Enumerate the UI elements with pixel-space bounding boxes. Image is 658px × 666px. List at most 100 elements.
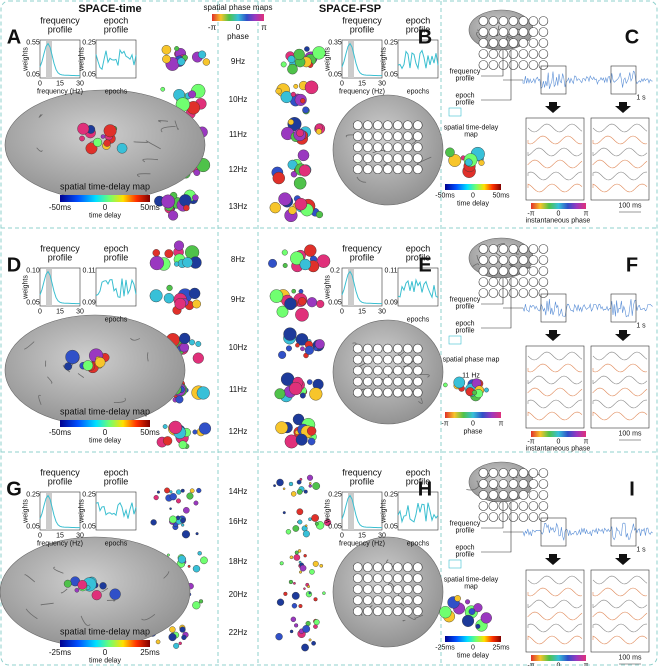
- map-dot: [309, 569, 315, 575]
- sulcus: [157, 120, 169, 123]
- map-dot: [293, 83, 299, 89]
- electrode: [518, 479, 529, 489]
- band: [46, 269, 52, 306]
- electrode: [372, 365, 383, 376]
- map-dot: [292, 525, 300, 532]
- electrode: [382, 153, 393, 164]
- map-dot: [168, 210, 179, 221]
- electrode: [488, 255, 499, 265]
- electrode: [362, 584, 373, 595]
- sulcus: [80, 615, 91, 626]
- map-dot: [173, 240, 185, 251]
- map-dot: [307, 437, 316, 446]
- hz-text: -50ms: [48, 202, 72, 212]
- sulcus: [47, 376, 53, 384]
- hz-text: 0: [102, 427, 108, 437]
- map-dot: [291, 603, 298, 609]
- hz-text: phase: [227, 31, 249, 41]
- map-dot: [295, 433, 308, 446]
- sulcus: [147, 352, 149, 362]
- map-dot: [285, 345, 292, 352]
- window: [540, 65, 567, 95]
- electrode: [498, 266, 509, 276]
- map-dot: [79, 135, 85, 142]
- map-dot: [296, 479, 302, 485]
- electrode: [382, 584, 393, 595]
- map-dot: [153, 495, 159, 501]
- electrode: [352, 354, 363, 365]
- label-text: 0.05: [328, 299, 342, 307]
- letter-text: I: [629, 478, 635, 501]
- map-dot: [306, 585, 310, 589]
- hz-text: -π: [207, 22, 217, 32]
- electrode: [528, 38, 539, 48]
- rot-text: weights: [22, 499, 30, 523]
- hz-text: 50ms: [140, 427, 160, 437]
- label-text: 0.05: [26, 71, 40, 79]
- map-dot: [150, 519, 157, 526]
- map-dot: [290, 251, 304, 266]
- map-dot: [181, 530, 191, 539]
- trace: [527, 611, 583, 621]
- label-text: spatial phase map: [442, 356, 500, 364]
- label-text: -π: [441, 420, 449, 428]
- label-text: 0: [38, 80, 42, 88]
- head-text: SPACE-time: [78, 3, 142, 16]
- ptitle-text: epoch profile: [103, 243, 129, 263]
- map-dot: [164, 249, 174, 259]
- map-dot: [198, 422, 212, 435]
- hz-text: 12Hz: [228, 426, 248, 436]
- profile-line: [39, 494, 81, 529]
- rot-text: weights: [324, 275, 332, 299]
- electrode: [478, 479, 489, 489]
- map-dot: [195, 341, 202, 347]
- hz-text: 0: [102, 202, 108, 212]
- icon: [448, 107, 462, 117]
- map-dot: [174, 261, 180, 267]
- electrode: [382, 562, 393, 573]
- electrode: [392, 365, 403, 376]
- map-dot: [186, 492, 194, 500]
- trace-box: [525, 569, 585, 653]
- profile-line: [95, 501, 137, 519]
- electrode: [362, 562, 373, 573]
- hz-text: 10Hz: [228, 342, 248, 352]
- label-text: -π: [527, 438, 535, 446]
- map-dot: [100, 134, 106, 139]
- map-dot: [161, 194, 175, 209]
- rot-text: weights: [78, 47, 86, 71]
- map-dot: [282, 487, 286, 490]
- map-dot: [303, 587, 306, 590]
- map-dot: [289, 629, 294, 634]
- map-dot: [287, 119, 294, 126]
- map-dot: [166, 553, 170, 557]
- label-text: spatial time-delay map: [443, 576, 499, 591]
- map-dot: [63, 579, 72, 588]
- map-dot: [298, 604, 303, 609]
- map-dot: [179, 194, 192, 207]
- electrode: [488, 277, 499, 287]
- label-text: 30: [378, 532, 386, 540]
- map-dot: [181, 523, 185, 527]
- map-dot: [297, 519, 303, 525]
- electrode: [362, 131, 373, 142]
- map-dot: [439, 606, 452, 619]
- label-text: 100 ms: [618, 654, 642, 662]
- map-dot: [299, 392, 306, 399]
- window: [540, 517, 567, 547]
- trace: [592, 599, 648, 609]
- electrode: [488, 479, 499, 489]
- map-dot: [77, 122, 90, 135]
- label-text: time delay: [89, 212, 121, 220]
- electrode: [508, 479, 519, 489]
- map-dot: [198, 599, 204, 604]
- map-dot: [303, 554, 307, 558]
- label-text: 1 s: [636, 322, 646, 330]
- electrode: [528, 16, 539, 26]
- profile-line: [341, 270, 383, 305]
- electrode: [478, 277, 489, 287]
- map-dot: [291, 288, 296, 294]
- map-dot: [294, 550, 299, 555]
- electrode: [528, 468, 539, 478]
- electrode: [528, 277, 539, 287]
